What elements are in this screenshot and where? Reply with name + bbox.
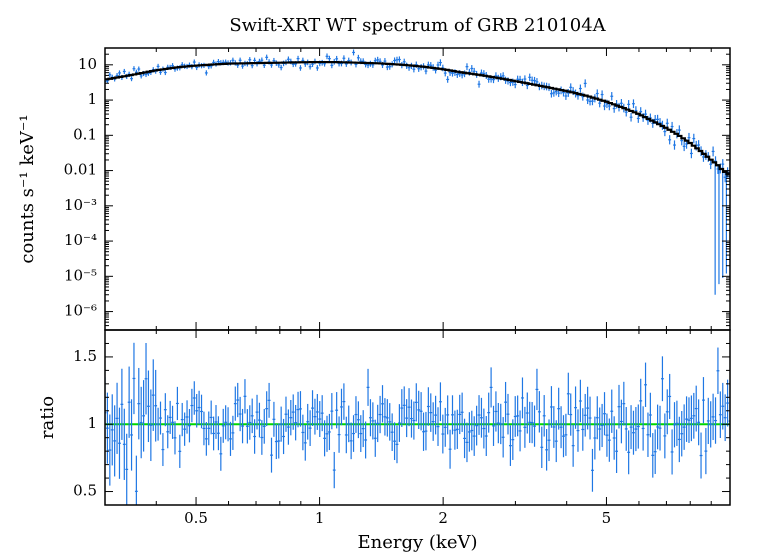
svg-text:10: 10: [78, 55, 97, 73]
y-axis-label-bottom: ratio: [37, 396, 58, 439]
svg-text:10⁻⁵: 10⁻⁵: [64, 266, 97, 284]
svg-text:2: 2: [438, 509, 448, 527]
x-axis-label: Energy (keV): [357, 532, 477, 553]
spectrum-data-points: [104, 50, 732, 295]
svg-text:1: 1: [87, 414, 97, 432]
svg-text:1: 1: [87, 90, 97, 108]
xrt-spectrum-chart: 10⁻⁶ 10⁻⁵ 10⁻⁴ 10⁻³ 0.01 0.1 1 10 0.5 1 2 5 0.5 1 1.5 S…: [0, 0, 758, 556]
model-curve: [105, 62, 730, 174]
svg-text:10⁻⁴: 10⁻⁴: [64, 231, 97, 249]
chart-title: Swift-XRT WT spectrum of GRB 210104A: [229, 15, 606, 36]
svg-text:0.1: 0.1: [73, 125, 97, 143]
svg-text:1: 1: [315, 509, 325, 527]
svg-text:1.5: 1.5: [73, 347, 97, 365]
svg-text:10⁻³: 10⁻³: [64, 196, 97, 214]
svg-text:0.01: 0.01: [64, 161, 97, 179]
y-axis-label-top: counts s⁻¹ keV⁻¹: [17, 114, 38, 263]
ratio-data-points: [104, 343, 732, 527]
svg-text:0.5: 0.5: [184, 509, 208, 527]
svg-text:10⁻⁶: 10⁻⁶: [64, 302, 97, 320]
chart-svg: 10⁻⁶ 10⁻⁵ 10⁻⁴ 10⁻³ 0.01 0.1 1 10 0.5 1 2 5 0.5 1 1.5 S…: [0, 0, 758, 556]
svg-text:0.5: 0.5: [73, 482, 97, 500]
svg-text:5: 5: [602, 509, 612, 527]
